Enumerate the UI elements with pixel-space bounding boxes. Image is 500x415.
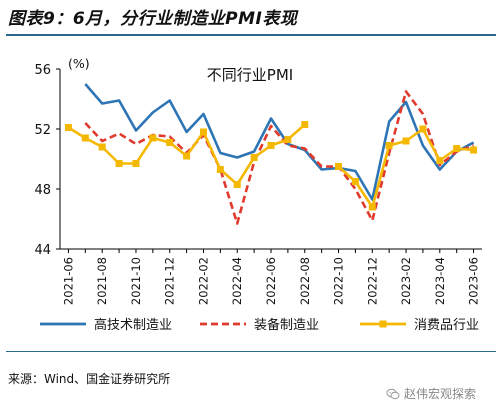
data-point [183, 152, 191, 160]
series-line [84, 90, 475, 225]
y-tick-label: 52 [34, 123, 51, 138]
data-point [335, 163, 343, 170]
legend-label: 消费品行业 [414, 318, 479, 333]
legend-label: 装备制造业 [254, 317, 319, 333]
chart-legend: 高技术制造业 装备制造业 消费品行业 [40, 317, 479, 333]
x-tick-label: 2022-10 [332, 257, 346, 305]
labels-layer: 44 48 52 56 2021-06 2021-08 2021-10 2021-12 2022… [34, 56, 480, 305]
data-point [284, 136, 292, 143]
chart-title: 不同行业PMI [207, 66, 293, 84]
series-1 [84, 83, 475, 201]
data-point [385, 142, 393, 149]
data-point [419, 125, 427, 133]
source-note: 来源：Wind、国金证券研究所 [8, 372, 171, 386]
data-point [436, 157, 444, 164]
legend-item-2: 装备制造业 [200, 317, 319, 333]
data-point [115, 160, 123, 167]
x-tick-label: 2022-04 [230, 257, 244, 305]
watermark: 赵伟宏观探索 [386, 385, 476, 402]
data-point [301, 121, 309, 128]
y-tick-label: 56 [34, 63, 51, 78]
wechat-icon [386, 388, 400, 399]
chart-axes [56, 68, 482, 253]
legend-item-3: 消费品行业 [360, 318, 479, 333]
figure-title: 图表9：6月，分行业制造业PMI表现 [8, 9, 298, 29]
data-point [470, 146, 478, 154]
data-point [81, 134, 89, 142]
data-point [199, 128, 207, 136]
x-tick-label: 2023-06 [467, 257, 481, 305]
data-point [453, 145, 461, 152]
bottom-divider [6, 351, 496, 352]
data-point [267, 142, 275, 149]
data-point [402, 137, 410, 145]
y-tick-label: 44 [34, 243, 51, 258]
x-tick-label: 2023-02 [399, 257, 413, 305]
data-point [250, 154, 258, 161]
legend-marker [379, 320, 387, 328]
data-point [132, 160, 140, 167]
pmi-line-chart: 44 48 52 56 2021-06 2021-08 2021-10 2021-12 2022… [34, 56, 482, 333]
data-point [98, 143, 106, 151]
x-tick-label: 2021-10 [129, 257, 143, 305]
x-tick-label: 2023-04 [433, 257, 447, 305]
data-point [64, 124, 72, 131]
x-tick-label: 2022-02 [196, 257, 210, 305]
x-tick-label: 2021-06 [61, 257, 75, 305]
data-point [166, 139, 174, 146]
data-point [216, 166, 224, 173]
series-layer [64, 83, 478, 225]
series-2 [84, 90, 475, 225]
series-3 [64, 121, 478, 211]
data-point [233, 181, 241, 188]
x-tick-label: 2022-08 [298, 257, 312, 305]
y-tick-label: 48 [34, 183, 51, 198]
series-line [84, 83, 475, 201]
legend-item-1: 高技术制造业 [40, 317, 172, 333]
legend-label: 高技术制造业 [94, 317, 172, 333]
x-tick-label: 2021-08 [95, 257, 109, 305]
watermark-text: 赵伟宏观探索 [404, 387, 477, 401]
data-point [351, 178, 359, 185]
data-point [149, 134, 157, 142]
x-tick-label: 2022-06 [264, 257, 278, 305]
title-divider [6, 34, 496, 36]
x-tick-label: 2022-12 [365, 257, 379, 305]
y-unit-label: (%) [68, 56, 90, 71]
data-point [368, 203, 376, 211]
x-tick-label: 2021-12 [163, 257, 177, 305]
